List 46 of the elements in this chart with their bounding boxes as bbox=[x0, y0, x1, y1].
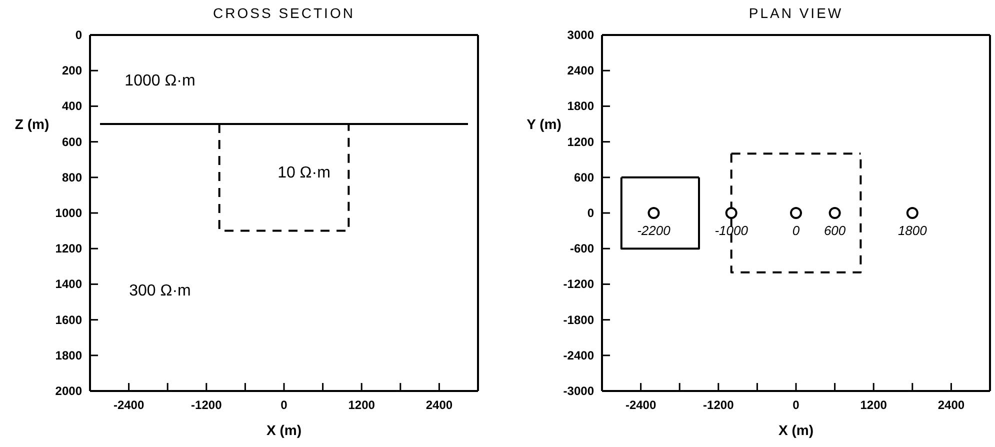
y-tick-label: 0 bbox=[587, 206, 594, 220]
y-tick-label: 1400 bbox=[55, 277, 82, 292]
x-tick-label: 0 bbox=[280, 398, 288, 412]
y-tick-label: 2000 bbox=[55, 384, 82, 398]
y-tick-label: 0 bbox=[75, 28, 82, 42]
y-tick-label: 1200 bbox=[567, 134, 594, 149]
chart-title: PLAN VIEW bbox=[748, 5, 844, 21]
x-tick-label: -1200 bbox=[703, 398, 734, 412]
annotation: 300 Ω·m bbox=[129, 282, 191, 300]
x-tick-label: -2400 bbox=[625, 398, 656, 412]
y-tick-label: 600 bbox=[62, 134, 82, 149]
annotation: -1000 bbox=[714, 223, 749, 238]
y-tick-label: 1800 bbox=[55, 348, 82, 362]
y-tick-label: -3000 bbox=[563, 384, 594, 398]
y-tick-label: 400 bbox=[62, 99, 82, 114]
y-tick-label: -1200 bbox=[563, 277, 594, 292]
y-tick-label: 1000 bbox=[55, 206, 82, 220]
annotation: 1000 Ω·m bbox=[124, 72, 196, 90]
x-tick-label: 1200 bbox=[348, 398, 376, 412]
y-tick-label: 1200 bbox=[55, 242, 82, 256]
annotation: -2200 bbox=[637, 223, 672, 238]
y-tick-label: 600 bbox=[574, 170, 594, 184]
chart-title: CROSS SECTION bbox=[213, 5, 355, 21]
x-axis-title: X (m) bbox=[266, 422, 302, 438]
y-tick-label: 1800 bbox=[567, 99, 594, 114]
annotation: 600 bbox=[824, 223, 846, 238]
annotation: 1800 bbox=[898, 223, 928, 238]
y-tick-label: 2400 bbox=[567, 64, 594, 78]
y-axis-title: Z (m) bbox=[14, 116, 50, 132]
x-tick-label: -2400 bbox=[113, 398, 144, 412]
annotation: 0 bbox=[792, 223, 800, 238]
y-tick-label: -600 bbox=[570, 242, 594, 256]
x-tick-label: -1200 bbox=[191, 398, 222, 412]
x-axis-title: X (m) bbox=[778, 422, 814, 438]
y-tick-label: -2400 bbox=[563, 348, 594, 362]
y-axis-title: Y (m) bbox=[526, 116, 562, 132]
y-tick-label: -1800 bbox=[563, 312, 594, 327]
x-tick-label: 2400 bbox=[938, 398, 965, 412]
y-tick-label: 1600 bbox=[55, 312, 82, 327]
y-tick-label: 800 bbox=[62, 170, 82, 184]
y-tick-label: 200 bbox=[62, 64, 82, 78]
series-label: 10 Ω·m bbox=[278, 164, 330, 182]
x-tick-label: 1200 bbox=[860, 398, 888, 412]
y-tick-label: 3000 bbox=[567, 28, 594, 42]
x-tick-label: 0 bbox=[792, 398, 800, 412]
x-tick-label: 2400 bbox=[426, 398, 453, 412]
